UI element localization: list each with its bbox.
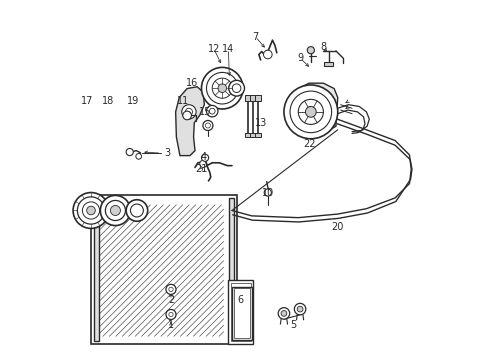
Text: 17: 17 <box>81 96 93 106</box>
Circle shape <box>201 67 243 109</box>
Circle shape <box>201 154 208 161</box>
Circle shape <box>86 206 95 215</box>
Text: 12: 12 <box>207 44 220 54</box>
Text: 16: 16 <box>186 78 198 88</box>
Text: 11: 11 <box>177 96 189 106</box>
Polygon shape <box>294 83 337 134</box>
Bar <box>91 195 237 344</box>
Circle shape <box>206 105 218 117</box>
Bar <box>324 62 332 66</box>
Text: 4: 4 <box>200 152 206 162</box>
Text: 3: 3 <box>164 148 170 158</box>
Circle shape <box>100 195 130 226</box>
Text: 20: 20 <box>331 222 343 231</box>
Bar <box>244 133 250 137</box>
Circle shape <box>165 310 176 319</box>
Circle shape <box>73 193 109 228</box>
Circle shape <box>305 107 316 117</box>
Circle shape <box>199 160 206 167</box>
Circle shape <box>264 189 271 196</box>
Circle shape <box>165 284 176 294</box>
Circle shape <box>284 85 337 139</box>
Text: 5: 5 <box>289 320 295 330</box>
Bar <box>94 198 99 341</box>
Bar <box>250 95 255 101</box>
Bar <box>244 95 250 101</box>
Circle shape <box>136 153 142 159</box>
Bar <box>255 95 261 101</box>
Text: 2: 2 <box>167 295 174 305</box>
Circle shape <box>281 311 286 316</box>
Circle shape <box>126 148 133 156</box>
Polygon shape <box>175 87 204 156</box>
Circle shape <box>126 200 147 221</box>
Text: 8: 8 <box>320 42 326 52</box>
Text: 18: 18 <box>102 96 114 106</box>
Text: 22: 22 <box>302 139 315 149</box>
Circle shape <box>278 308 289 319</box>
Text: 13: 13 <box>254 118 266 128</box>
Circle shape <box>110 206 120 216</box>
Text: 9: 9 <box>296 53 303 63</box>
Bar <box>230 283 250 341</box>
Circle shape <box>228 80 244 96</box>
Text: 7: 7 <box>252 32 258 41</box>
Circle shape <box>182 105 196 119</box>
Bar <box>231 287 251 339</box>
Bar <box>250 133 255 137</box>
Circle shape <box>297 306 303 312</box>
Circle shape <box>263 50 271 59</box>
Text: 6: 6 <box>237 295 244 305</box>
Bar <box>227 280 253 344</box>
Text: 10: 10 <box>261 188 273 198</box>
Circle shape <box>306 46 314 54</box>
Circle shape <box>294 303 305 315</box>
Circle shape <box>183 111 191 120</box>
Circle shape <box>203 121 212 131</box>
Circle shape <box>218 84 226 93</box>
Text: 15: 15 <box>199 107 211 117</box>
Text: 14: 14 <box>222 44 234 54</box>
Bar <box>228 198 234 341</box>
Text: 21: 21 <box>195 164 207 174</box>
Bar <box>255 133 261 137</box>
Text: 1: 1 <box>167 320 174 330</box>
Text: 19: 19 <box>127 96 139 106</box>
Bar <box>233 288 249 338</box>
